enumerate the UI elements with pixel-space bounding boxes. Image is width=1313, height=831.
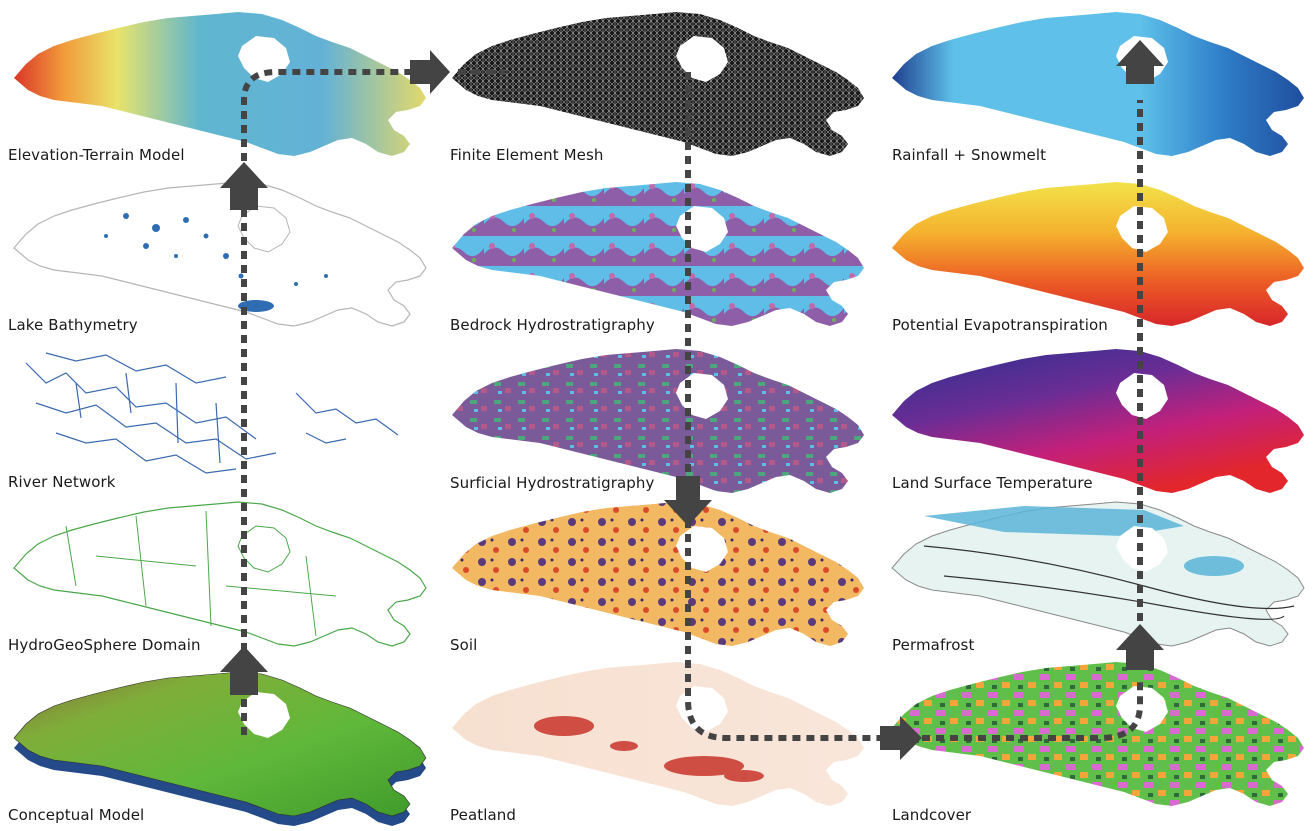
peatland-panel: Peatland xyxy=(444,656,874,824)
lst-panel: Land Surface Temperature xyxy=(884,343,1313,503)
hgs-panel: HydroGeoSphere Domain xyxy=(6,496,436,656)
soil-map xyxy=(452,502,864,646)
conceptual-map xyxy=(13,671,427,826)
river-label: River Network xyxy=(8,473,116,491)
conceptual-label: Conceptual Model xyxy=(8,806,145,824)
permafrost-map xyxy=(891,501,1305,647)
elevation-label: Elevation-Terrain Model xyxy=(8,146,185,164)
rainfall-map xyxy=(892,12,1304,156)
surficial-label: Surficial Hydrostratigraphy xyxy=(450,474,655,492)
bedrock-panel: Bedrock Hydrostratigraphy xyxy=(444,176,874,336)
river-map xyxy=(25,352,399,474)
elevation-panel: Elevation-Terrain Model xyxy=(6,6,436,166)
permafrost-panel: Permafrost xyxy=(884,496,1313,656)
rainfall-label: Rainfall + Snowmelt xyxy=(892,146,1047,164)
rainfall-panel: Rainfall + Snowmelt xyxy=(884,6,1313,166)
pet-label: Potential Evapotranspiration xyxy=(892,316,1108,334)
mesh-map xyxy=(452,12,864,156)
hgs-label: HydroGeoSphere Domain xyxy=(8,636,201,654)
bedrock-map xyxy=(452,182,864,326)
bedrock-label: Bedrock Hydrostratigraphy xyxy=(450,316,655,334)
landcover-map xyxy=(892,662,1304,806)
soil-label: Soil xyxy=(450,636,478,654)
pet-panel: Potential Evapotranspiration xyxy=(884,176,1313,336)
lake-panel: Lake Bathymetry xyxy=(6,176,436,336)
hgs-map xyxy=(13,501,427,647)
lst-label: Land Surface Temperature xyxy=(892,474,1093,492)
lake-label: Lake Bathymetry xyxy=(8,316,138,334)
surficial-panel: Surficial Hydrostratigraphy xyxy=(444,343,874,503)
landcover-panel: Landcover xyxy=(884,656,1313,824)
landcover-label: Landcover xyxy=(892,806,972,824)
conceptual-panel: Conceptual Model xyxy=(6,656,436,826)
peatland-label: Peatland xyxy=(450,806,517,824)
lake-map xyxy=(13,181,427,327)
permafrost-label: Permafrost xyxy=(892,636,975,654)
mesh-label: Finite Element Mesh xyxy=(450,146,604,164)
pet-map xyxy=(892,182,1304,326)
peatland-map xyxy=(452,662,864,806)
soil-panel: Soil xyxy=(444,496,874,656)
river-panel: River Network xyxy=(6,343,436,503)
elevation-map xyxy=(14,12,426,156)
mesh-panel: Finite Element Mesh xyxy=(444,6,874,166)
